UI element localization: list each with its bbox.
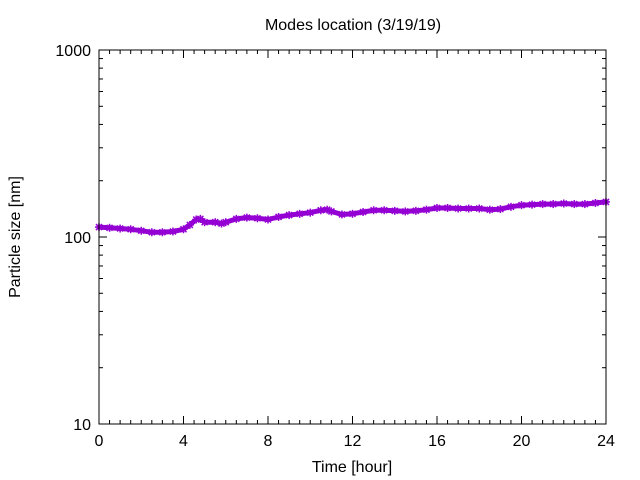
data-point (348, 209, 357, 218)
data-point (137, 226, 146, 235)
data-point (517, 201, 526, 210)
data-point (570, 200, 579, 209)
data-point (433, 203, 441, 212)
x-axis-label: Time [hour] (312, 459, 392, 476)
data-point (580, 200, 589, 209)
data-point (200, 218, 209, 227)
data-point (185, 220, 194, 229)
data-point (295, 209, 304, 218)
data-point (221, 218, 230, 227)
tick-marks (98, 49, 607, 425)
x-tick-label: 0 (95, 433, 104, 450)
data-point (274, 212, 283, 221)
data-point (242, 213, 251, 222)
data-point (464, 204, 473, 213)
data-series (95, 197, 610, 237)
data-point (496, 205, 505, 214)
data-point (158, 228, 167, 237)
x-tick-label: 16 (428, 433, 446, 450)
data-point (422, 205, 431, 214)
plot-frame (98, 49, 607, 425)
data-point (168, 227, 177, 236)
data-point (475, 204, 484, 213)
x-tick-label: 8 (264, 433, 273, 450)
data-point (147, 228, 156, 237)
data-point (306, 208, 315, 217)
data-point (538, 200, 547, 209)
x-tick-label: 12 (344, 433, 362, 450)
y-tick-label: 100 (64, 230, 91, 247)
data-point (401, 207, 410, 216)
data-point (316, 206, 325, 215)
data-point (411, 206, 420, 215)
x-tick-label: 4 (179, 433, 188, 450)
chart-title: Modes location (3/19/19) (265, 17, 441, 34)
x-tick-label: 20 (513, 433, 531, 450)
y-tick-label: 10 (73, 417, 91, 434)
data-point (369, 206, 378, 215)
data-point (359, 208, 368, 217)
data-point (443, 203, 452, 212)
data-point (528, 200, 537, 209)
data-point (337, 210, 346, 219)
data-point (506, 202, 515, 211)
data-point (126, 225, 135, 234)
data-point (559, 199, 568, 208)
y-axis-label: Particle size [nm] (7, 176, 24, 298)
data-point (454, 204, 463, 213)
x-tick-label: 24 (597, 433, 615, 450)
data-point (485, 205, 494, 214)
data-point (253, 214, 262, 223)
data-point (390, 206, 399, 215)
data-point (211, 218, 220, 227)
data-point (549, 200, 558, 209)
data-point (116, 224, 125, 233)
data-point (264, 215, 272, 224)
data-point (380, 206, 389, 215)
y-tick-label: 1000 (55, 43, 91, 60)
data-point (285, 211, 294, 220)
data-point (179, 225, 188, 234)
data-point (232, 214, 241, 223)
tick-labels: 0 4 8 12 16 20 24 10 100 1000 (55, 43, 615, 450)
data-point (105, 223, 114, 232)
data-point (327, 207, 336, 216)
data-point (591, 198, 600, 207)
